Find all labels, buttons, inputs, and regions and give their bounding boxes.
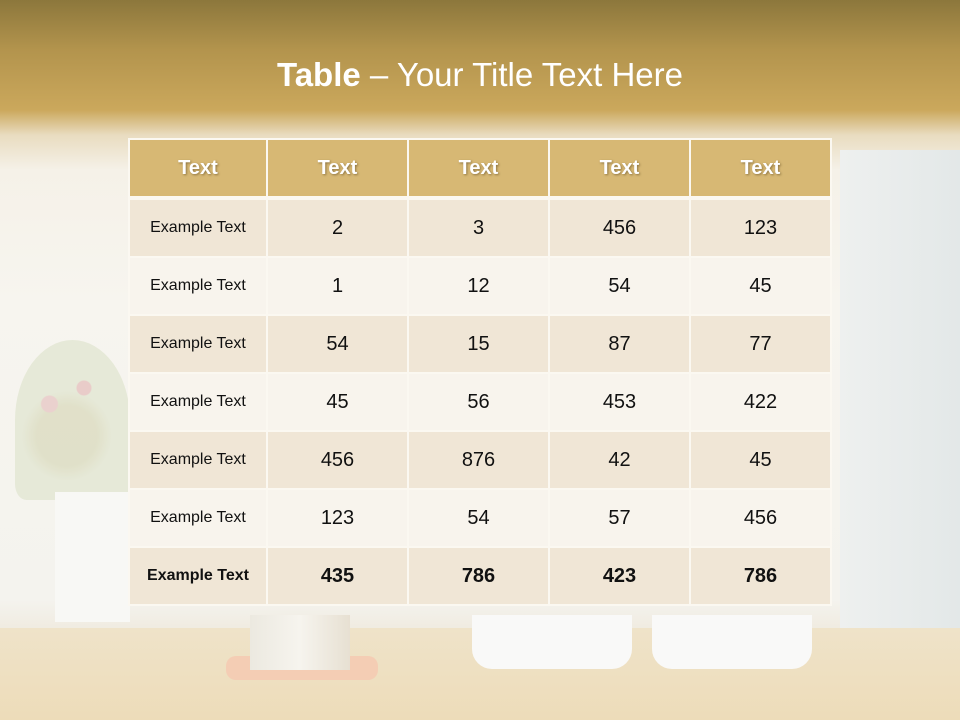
row-label: Example Text	[128, 372, 268, 432]
table-cell: 45	[689, 430, 832, 490]
table-cell: 42	[548, 430, 691, 490]
table-cell: 87	[548, 314, 691, 374]
data-table: Text Text Text Text Text Example Text 2 3 456 12…	[128, 138, 832, 606]
table-cell: 456	[548, 197, 691, 258]
table-cell: 423	[548, 546, 691, 606]
row-label: Example Text	[128, 256, 268, 316]
table-cell: 2	[266, 197, 409, 258]
background-plant	[15, 340, 130, 500]
table-cell: 54	[407, 488, 550, 548]
table-cell: 77	[689, 314, 832, 374]
table-cell: 56	[407, 372, 550, 432]
background-cup	[652, 615, 812, 669]
table-cell: 456	[689, 488, 832, 548]
table-cell: 1	[266, 256, 409, 316]
row-label: Example Text	[128, 314, 268, 374]
column-header: Text	[689, 138, 832, 200]
table-cell: 456	[266, 430, 409, 490]
title-rest: – Your Title Text Here	[360, 56, 683, 93]
table-row: Example Text 1 12 54 45	[128, 256, 832, 316]
title-bold: Table	[277, 56, 361, 93]
column-header: Text	[407, 138, 550, 200]
table-cell: 15	[407, 314, 550, 374]
table-cell: 123	[689, 197, 832, 258]
table-cell: 3	[407, 197, 550, 258]
table-row: Example Text 2 3 456 123	[128, 197, 832, 258]
table-cell: 45	[689, 256, 832, 316]
total-row: Example Text 435 786 423 786	[128, 546, 832, 606]
column-header: Text	[548, 138, 691, 200]
row-label: Example Text	[128, 488, 268, 548]
header-row: Text Text Text Text Text	[128, 138, 832, 200]
table-cell: 45	[266, 372, 409, 432]
row-label: Example Text	[128, 430, 268, 490]
row-label: Example Text	[128, 197, 268, 258]
table-cell: 435	[266, 546, 409, 606]
table-cell: 54	[548, 256, 691, 316]
table-cell: 876	[407, 430, 550, 490]
table-row: Example Text 54 15 87 77	[128, 314, 832, 374]
column-header: Text	[128, 138, 268, 200]
table-row: Example Text 45 56 453 422	[128, 372, 832, 432]
table-cell: 422	[689, 372, 832, 432]
table-cell: 786	[689, 546, 832, 606]
slide-title: Table – Your Title Text Here	[0, 56, 960, 94]
row-label: Example Text	[128, 546, 268, 606]
background-pot	[55, 492, 130, 622]
column-header: Text	[266, 138, 409, 200]
table-row: Example Text 456 876 42 45	[128, 430, 832, 490]
table-row: Example Text 123 54 57 456	[128, 488, 832, 548]
table-cell: 453	[548, 372, 691, 432]
table-cell: 12	[407, 256, 550, 316]
background-cup	[472, 615, 632, 669]
background-glass	[250, 615, 350, 670]
table-cell: 54	[266, 314, 409, 374]
table-cell: 57	[548, 488, 691, 548]
table-cell: 786	[407, 546, 550, 606]
background-wall	[840, 150, 960, 630]
table-cell: 123	[266, 488, 409, 548]
